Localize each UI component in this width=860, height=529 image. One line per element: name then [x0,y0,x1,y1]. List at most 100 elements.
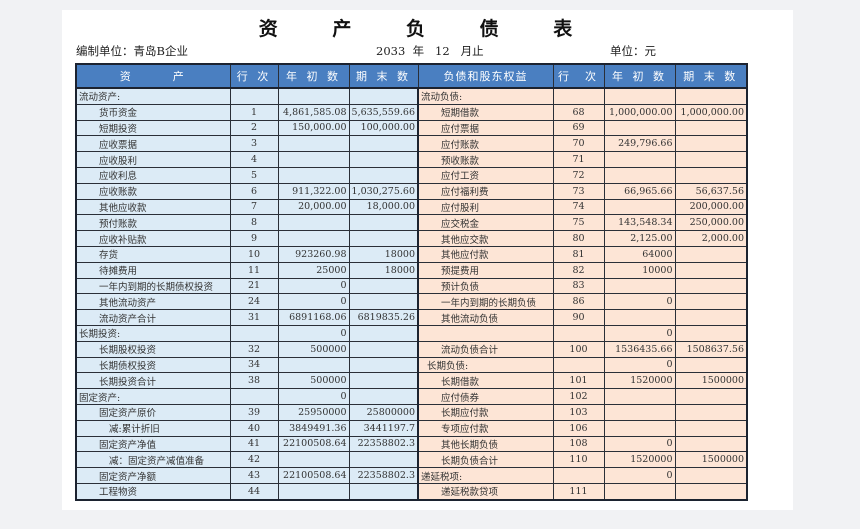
asset-name-cell[interactable]: 长期债权投资 [75,356,231,374]
liability-line-cell[interactable]: 80 [552,230,605,247]
asset-end-cell[interactable]: 18,000.00 [348,198,419,216]
liability-line-cell[interactable]: 71 [552,151,605,168]
liability-name-cell[interactable]: 其他应交款 [417,230,554,247]
asset-end-cell[interactable] [348,388,419,405]
asset-name-cell[interactable]: 预付账款 [75,214,231,232]
asset-begin-cell[interactable]: 150,000.00 [277,119,350,137]
liability-line-cell[interactable] [552,87,605,105]
liability-begin-cell[interactable]: 1520000 [603,372,676,390]
asset-begin-cell[interactable]: 0 [277,388,350,405]
asset-end-cell[interactable] [348,135,419,153]
liability-begin-cell[interactable] [603,277,676,295]
asset-end-cell[interactable] [348,372,419,390]
asset-line-cell[interactable]: 41 [229,435,279,453]
asset-name-cell[interactable]: 应收票据 [75,135,231,153]
asset-name-cell[interactable]: 长期股权投资 [75,340,231,358]
liability-line-cell[interactable]: 110 [552,451,605,469]
liability-end-cell[interactable]: 1508637.56 [674,340,748,358]
asset-name-cell[interactable]: 减：固定资产减值准备 [75,451,231,469]
asset-name-cell[interactable]: 其他应收款 [75,198,231,216]
liability-end-cell[interactable] [674,467,748,484]
asset-begin-cell[interactable]: 0 [277,293,350,311]
asset-begin-cell[interactable] [277,87,350,105]
asset-line-cell[interactable] [229,388,279,405]
liability-end-cell[interactable] [674,277,748,295]
asset-name-cell[interactable]: 应收补贴款 [75,230,231,247]
asset-end-cell[interactable] [348,324,419,342]
asset-name-cell[interactable]: 应收利息 [75,166,231,184]
liability-line-cell[interactable]: 102 [552,388,605,405]
asset-line-cell[interactable]: 40 [229,419,279,437]
liability-line-cell[interactable]: 82 [552,261,605,279]
liability-name-cell[interactable]: 流动负债: [417,87,554,105]
liability-line-cell[interactable]: 81 [552,245,605,263]
asset-name-cell[interactable]: 固定资产净额 [75,467,231,484]
liability-name-cell[interactable]: 递延税款贷项 [417,482,554,501]
asset-end-cell[interactable] [348,230,419,247]
asset-end-cell[interactable]: 6819835.26 [348,309,419,326]
asset-name-cell[interactable]: 存货 [75,245,231,263]
liability-line-cell[interactable]: 101 [552,372,605,390]
liability-name-cell[interactable]: 应交税金 [417,214,554,232]
asset-line-cell[interactable]: 24 [229,293,279,311]
asset-name-cell[interactable]: 长期投资合计 [75,372,231,390]
asset-line-cell[interactable]: 32 [229,340,279,358]
liability-name-cell[interactable]: 专项应付款 [417,419,554,437]
asset-end-cell[interactable] [348,151,419,168]
asset-end-cell[interactable]: 18000 [348,261,419,279]
liability-begin-cell[interactable] [603,151,676,168]
asset-line-cell[interactable]: 9 [229,230,279,247]
liability-begin-cell[interactable]: 64000 [603,245,676,263]
asset-line-cell[interactable]: 5 [229,166,279,184]
asset-name-cell[interactable]: 一年内到期的长期债权投资 [75,277,231,295]
liability-line-cell[interactable]: 72 [552,166,605,184]
asset-end-cell[interactable] [348,87,419,105]
asset-end-cell[interactable] [348,451,419,469]
liability-begin-cell[interactable]: 66,965.66 [603,182,676,200]
asset-line-cell[interactable]: 7 [229,198,279,216]
liability-line-cell[interactable]: 108 [552,435,605,453]
asset-name-cell[interactable]: 流动资产: [75,87,231,105]
liability-end-cell[interactable] [674,261,748,279]
liability-name-cell[interactable]: 长期借款 [417,372,554,390]
liability-line-cell[interactable] [552,324,605,342]
liability-end-cell[interactable] [674,356,748,374]
liability-line-cell[interactable]: 83 [552,277,605,295]
asset-line-cell[interactable]: 44 [229,482,279,501]
asset-line-cell[interactable]: 4 [229,151,279,168]
asset-name-cell[interactable]: 其他流动资产 [75,293,231,311]
asset-line-cell[interactable]: 1 [229,103,279,121]
liability-begin-cell[interactable]: 1,000,000.00 [603,103,676,121]
liability-end-cell[interactable] [674,324,748,342]
asset-line-cell[interactable]: 2 [229,119,279,137]
asset-end-cell[interactable]: 1,030,275.60 [348,182,419,200]
liability-name-cell[interactable]: 应付债券 [417,388,554,405]
liability-end-cell[interactable]: 56,637.56 [674,182,748,200]
asset-name-cell[interactable]: 长期投资: [75,324,231,342]
liability-begin-cell[interactable]: 1520000 [603,451,676,469]
asset-end-cell[interactable]: 100,000.00 [348,119,419,137]
liability-name-cell[interactable]: 预收账款 [417,151,554,168]
liability-end-cell[interactable] [674,419,748,437]
liability-end-cell[interactable] [674,119,748,137]
liability-name-cell[interactable]: 短期借款 [417,103,554,121]
asset-line-cell[interactable]: 43 [229,467,279,484]
liability-begin-cell[interactable]: 0 [603,324,676,342]
asset-line-cell[interactable] [229,324,279,342]
liability-begin-cell[interactable]: 249,796.66 [603,135,676,153]
asset-begin-cell[interactable] [277,151,350,168]
asset-name-cell[interactable]: 应收账款 [75,182,231,200]
liability-line-cell[interactable] [552,467,605,484]
liability-begin-cell[interactable] [603,166,676,184]
liability-end-cell[interactable] [674,166,748,184]
asset-begin-cell[interactable]: 22100508.64 [277,467,350,484]
liability-begin-cell[interactable]: 2,125.00 [603,230,676,247]
liability-name-cell[interactable]: 长期负债合计 [417,451,554,469]
liability-begin-cell[interactable]: 0 [603,356,676,374]
asset-line-cell[interactable]: 8 [229,214,279,232]
liability-name-cell[interactable]: 长期应付款 [417,403,554,421]
asset-name-cell[interactable]: 减:累计折旧 [75,419,231,437]
asset-begin-cell[interactable] [277,451,350,469]
liability-line-cell[interactable]: 103 [552,403,605,421]
asset-begin-cell[interactable]: 0 [277,277,350,295]
